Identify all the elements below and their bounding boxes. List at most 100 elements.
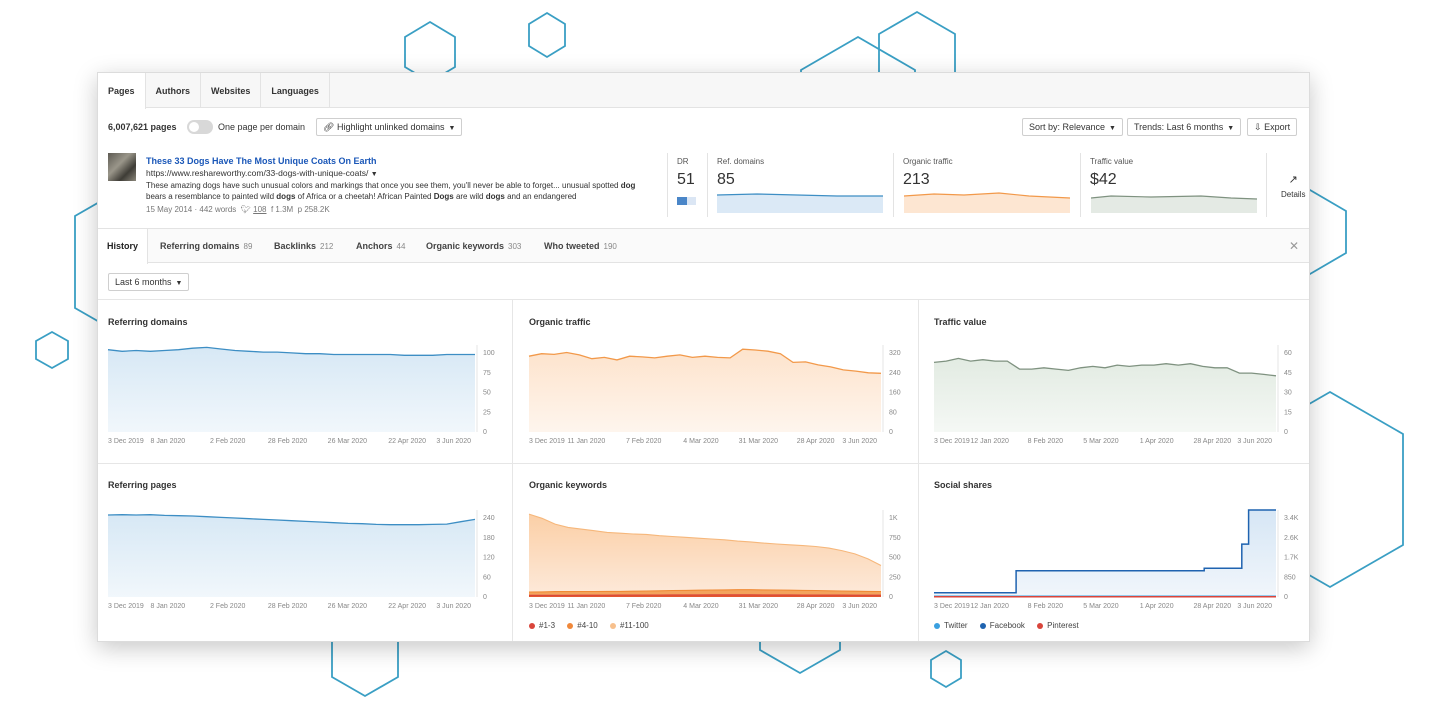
divider: [512, 299, 513, 641]
tab-pages[interactable]: Pages: [98, 73, 146, 109]
trend-icon: ↗: [1288, 174, 1298, 186]
period-label: Last 6 months: [115, 277, 172, 287]
x-tick-label: 1 Apr 2020: [1140, 438, 1174, 445]
tab-label: Backlinks: [274, 241, 317, 251]
legend-item[interactable]: #1-3: [529, 621, 555, 630]
legend-label: Facebook: [989, 621, 1025, 630]
chart-traffic-value: 60 45 30 15 0 3 Dec 2019 12 Jan 2020 8 Feb 2020…: [933, 345, 1292, 445]
tab-backlinks[interactable]: Backlinks 212: [265, 229, 342, 263]
series-line[interactable]: [933, 357, 1277, 377]
result-url[interactable]: https://www.reshareworthy.com/33-dogs-wi…: [146, 168, 378, 178]
x-tick-label: 2 Feb 2020: [210, 603, 246, 610]
highlight-label: Highlight unlinked domains: [336, 122, 445, 132]
sort-dropdown[interactable]: Sort by: Relevance ▼: [1022, 118, 1123, 136]
y-tick-label: 60: [483, 574, 491, 581]
tab-authors[interactable]: Authors: [146, 73, 202, 108]
x-tick-label: 28 Apr 2020: [797, 438, 835, 445]
desc-keyword: dogs: [276, 192, 296, 201]
y-tick-label: 15: [1284, 409, 1292, 416]
tab-referring-domains[interactable]: Referring domains 89: [151, 229, 261, 263]
x-tick-label: 3 Dec 2019: [934, 603, 970, 610]
y-tick-label: 3.4K: [1284, 515, 1299, 522]
history-tabs: History Referring domains 89 Backlinks 212…: [98, 229, 1309, 264]
legend-dot: [979, 622, 986, 629]
tab-label: Referring domains: [160, 241, 240, 251]
legend-label: Pinterest: [1047, 621, 1079, 630]
chevron-down-icon: ▼: [1109, 125, 1116, 132]
close-icon[interactable]: ✕: [1288, 239, 1299, 253]
tab-websites[interactable]: Websites: [201, 73, 262, 108]
legend-item[interactable]: Facebook: [979, 621, 1025, 630]
chart-title-traffic-value: Traffic value: [934, 317, 987, 327]
series-area: [529, 514, 881, 597]
trends-dropdown[interactable]: Trends: Last 6 months ▼: [1127, 118, 1242, 136]
highlight-unlinked-button[interactable]: 🔗︎ Highlight unlinked domains ▼: [316, 118, 463, 136]
series-line[interactable]: [934, 509, 1276, 594]
x-tick-label: 3 Dec 2019: [529, 438, 565, 445]
y-tick-label: 240: [889, 370, 901, 377]
chart-organic-traffic: 320 240 160 80 0 3 Dec 2019 11 Jan 2020 7 Feb 2…: [528, 345, 901, 445]
chart-title-organic-traffic: Organic traffic: [529, 317, 591, 327]
chart-title-social-shares: Social shares: [934, 480, 993, 490]
y-tick-label: 0: [1284, 429, 1288, 436]
x-tick-label: 5 Mar 2020: [1083, 438, 1119, 445]
x-tick-label: 5 Mar 2020: [1083, 603, 1119, 610]
legend-item[interactable]: #11-100: [609, 621, 649, 630]
facebook-shares: 1.3M: [275, 205, 294, 214]
x-tick-label: 28 Apr 2020: [1193, 603, 1231, 610]
details-label: Details: [1281, 190, 1306, 199]
legend-dot: [529, 622, 535, 629]
twitter-shares[interactable]: 108: [253, 205, 267, 214]
y-tick-label: 320: [889, 350, 901, 357]
legend-dot: [1037, 622, 1044, 629]
tab-organic-keywords[interactable]: Organic keywords 303: [417, 229, 530, 263]
x-tick-label: 26 Mar 2020: [328, 438, 367, 445]
tab-who-tweeted[interactable]: Who tweeted 190: [535, 229, 626, 263]
legend-item[interactable]: Pinterest: [1037, 621, 1079, 630]
chart-title-referring-domains: Referring domains: [108, 317, 188, 327]
series-line[interactable]: [529, 594, 881, 596]
result-title-link[interactable]: These 33 Dogs Have The Most Unique Coats…: [146, 156, 377, 166]
word-count: 442 words: [199, 205, 237, 214]
desc-keyword: dog: [620, 181, 636, 190]
details-button[interactable]: ↗ Details: [1281, 173, 1305, 199]
series-line[interactable]: [107, 514, 476, 526]
chevron-down-icon[interactable]: ▼: [370, 171, 378, 178]
traffic-value-value: $42: [1090, 171, 1117, 188]
legend-item[interactable]: Twitter: [934, 621, 968, 630]
result-description: These amazing dogs have such unusual col…: [146, 180, 654, 202]
series-area: [529, 349, 881, 432]
desc-text: These amazing dogs have such unusual col…: [146, 181, 621, 190]
x-tick-label: 3 Jun 2020: [1237, 438, 1272, 445]
divider: [1080, 153, 1081, 217]
ref-domains-label: Ref. domains: [717, 157, 765, 166]
y-tick-label: 250: [889, 574, 901, 581]
series-line[interactable]: [528, 589, 882, 593]
series-line[interactable]: [107, 346, 475, 356]
tab-languages[interactable]: Languages: [261, 73, 330, 108]
chevron-down-icon: ▼: [1227, 125, 1235, 132]
x-tick-label: 28 Feb 2020: [268, 603, 307, 610]
series-line[interactable]: [528, 348, 882, 374]
period-dropdown[interactable]: Last 6 months ▼: [108, 273, 190, 291]
x-tick-label: 11 Jan 2020: [567, 603, 605, 610]
legend-item[interactable]: #4-10: [567, 621, 598, 630]
tab-history[interactable]: History: [98, 229, 149, 264]
y-tick-label: 50: [483, 390, 491, 397]
dr-label: DR: [677, 157, 689, 166]
tab-anchors[interactable]: Anchors 44: [347, 229, 414, 263]
x-tick-label: 28 Apr 2020: [1193, 438, 1231, 445]
x-tick-label: 3 Dec 2019: [108, 603, 144, 610]
y-tick-label: 120: [483, 555, 495, 562]
twitter-icon: 🐦︎: [240, 205, 251, 214]
one-page-per-domain-toggle[interactable]: [187, 120, 213, 134]
tab-count: 44: [396, 242, 406, 251]
legend-dot: [567, 622, 574, 629]
x-tick-label: 22 Apr 2020: [388, 603, 426, 610]
x-tick-label: 12 Jan 2020: [970, 438, 1009, 445]
desc-text: and an endangered: [504, 192, 577, 201]
content-explorer-card: Pages Authors Websites Languages 6,007,6…: [97, 72, 1310, 642]
export-button[interactable]: ⇩ Export: [1247, 118, 1298, 136]
series-line[interactable]: [528, 513, 882, 566]
organic-traffic-value: 213: [903, 171, 930, 188]
